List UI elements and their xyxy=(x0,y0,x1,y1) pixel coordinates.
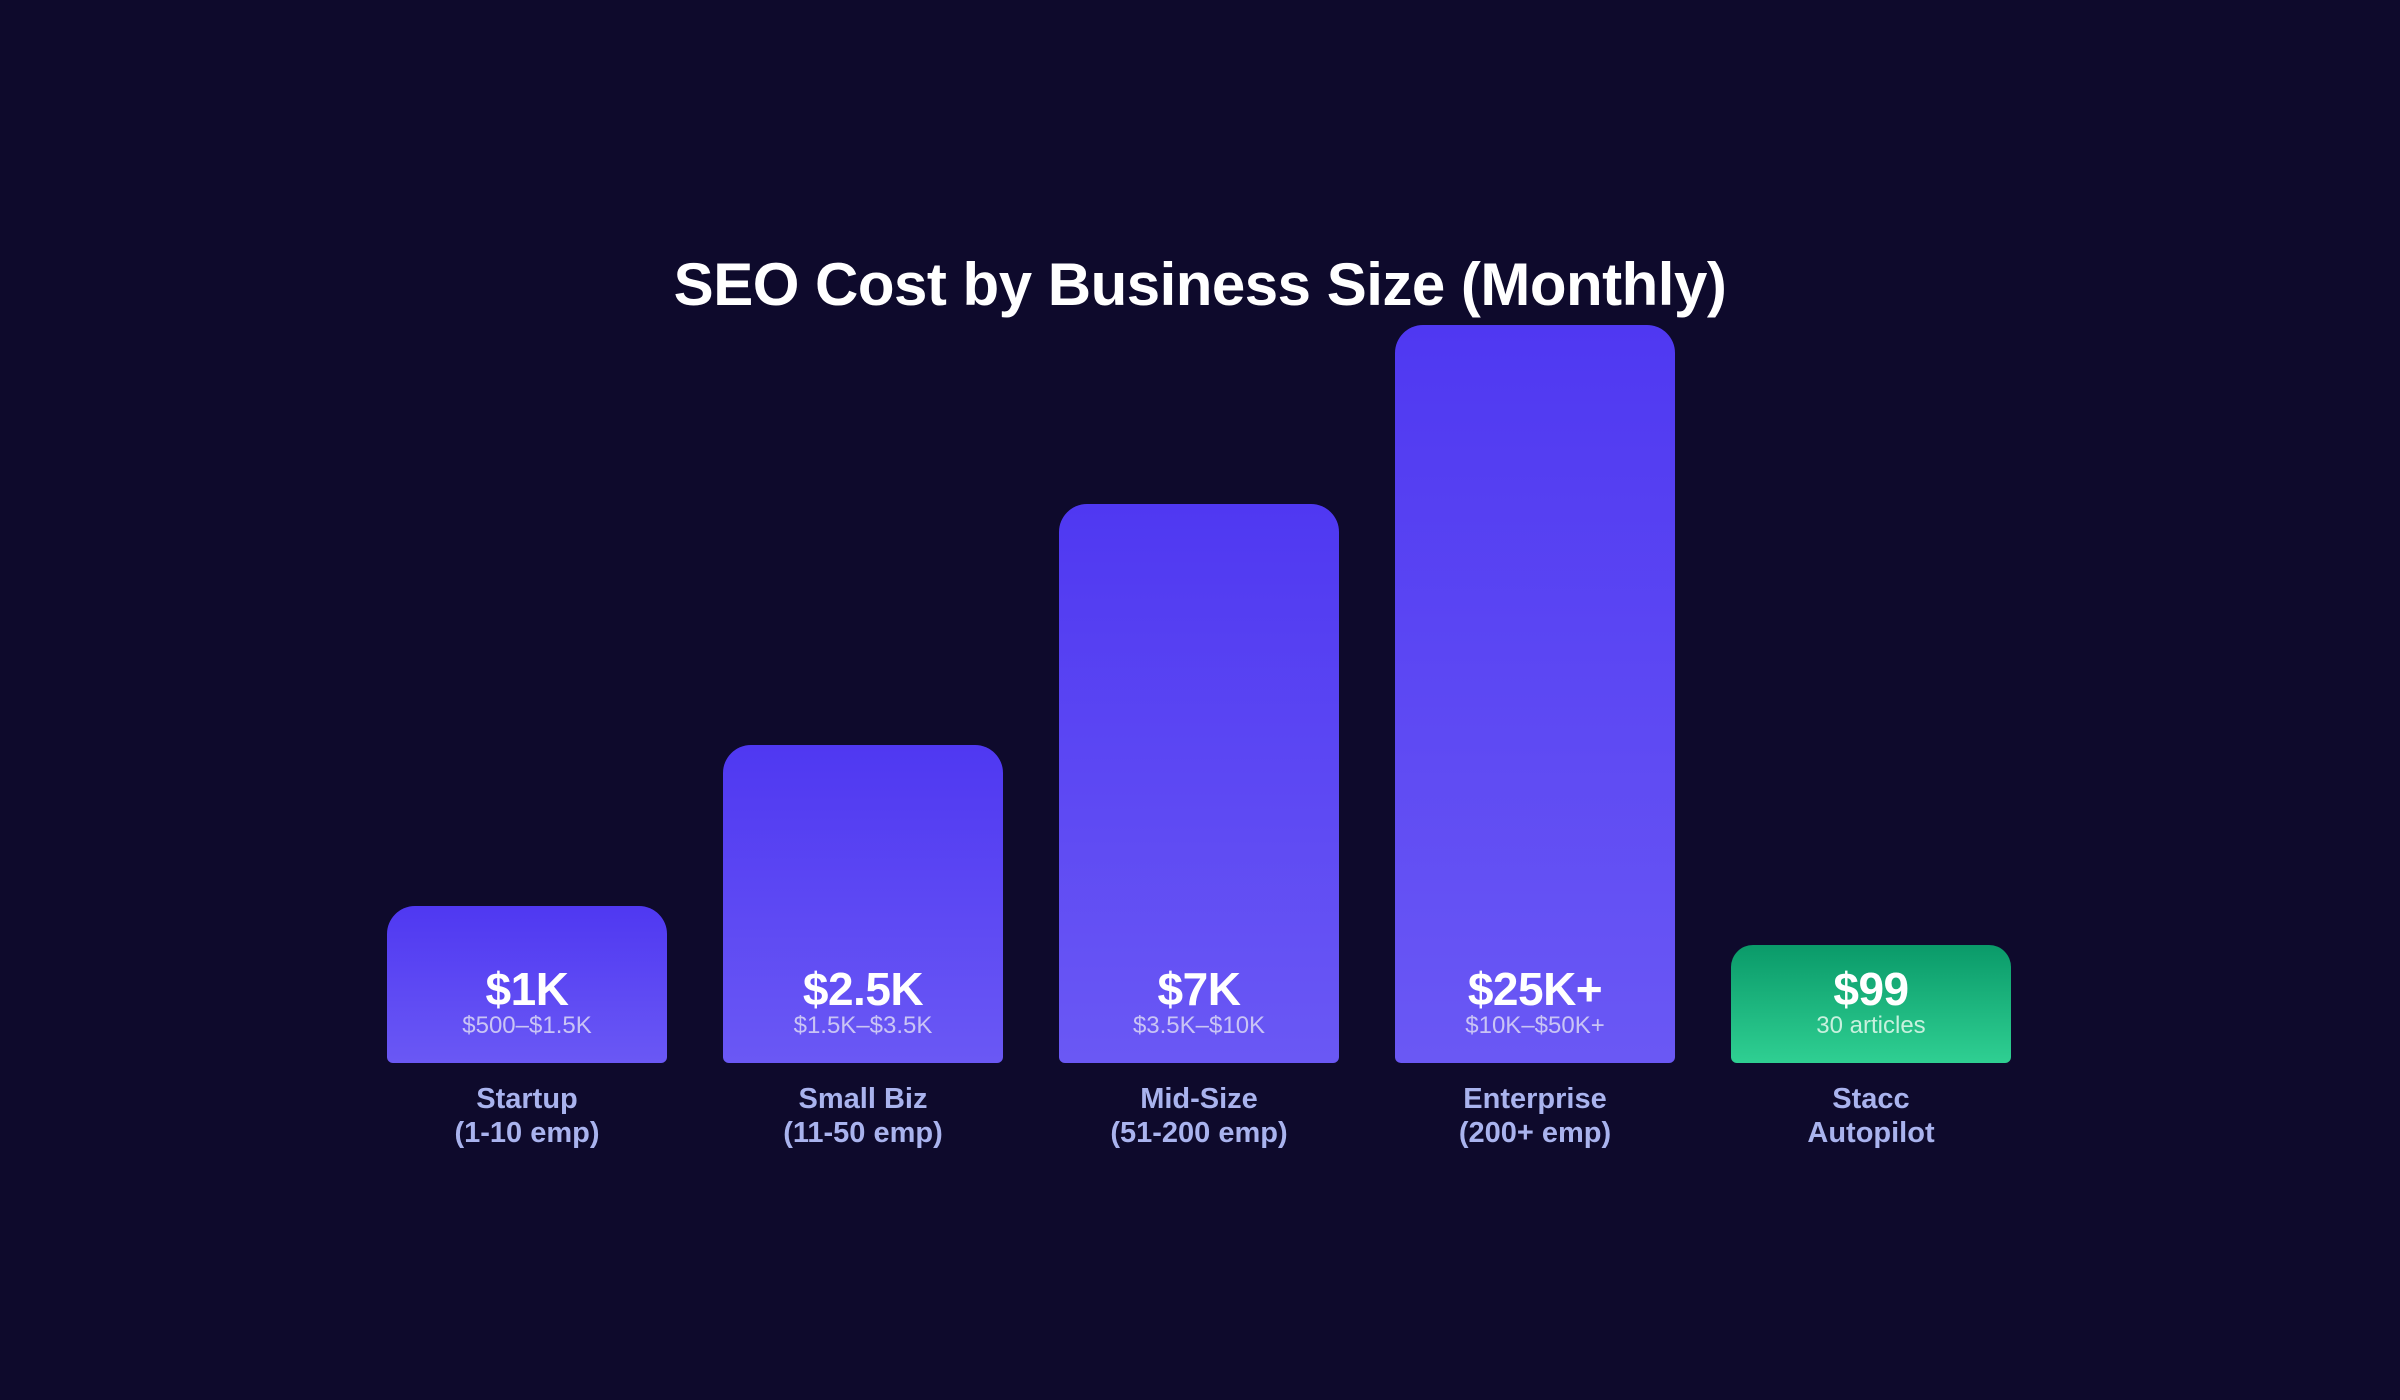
bar-range-label: $10K–$50K+ xyxy=(1465,1012,1605,1039)
category-label: Enterprise (200+ emp) xyxy=(1365,1082,1705,1150)
bar-value-label: $7K xyxy=(1157,963,1241,1015)
bar-range-label: $3.5K–$10K xyxy=(1132,1012,1266,1039)
category-label: Stacc Autopilot xyxy=(1701,1082,2041,1150)
bar: $99 30 articles xyxy=(1731,945,2011,1063)
category-label-line1: Mid-Size xyxy=(1140,1083,1258,1115)
category-label-line2: Autopilot xyxy=(1807,1117,1935,1149)
category-label-line1: Small Biz xyxy=(798,1083,928,1115)
bar: $2.5K $1.5K–$3.5K xyxy=(723,745,1003,1063)
bar-value-label: $1K xyxy=(485,963,569,1015)
bar-value-label: $99 xyxy=(1833,963,1909,1015)
category-label: Small Biz (11-50 emp) xyxy=(693,1082,1033,1150)
category-label: Startup (1-10 emp) xyxy=(357,1082,697,1150)
category-label-line2: (51-200 emp) xyxy=(1110,1117,1288,1149)
bar: $7K $3.5K–$10K xyxy=(1059,504,1339,1063)
bar: $25K+ $10K–$50K+ xyxy=(1395,325,1675,1063)
category-label-line1: Stacc xyxy=(1832,1083,1910,1115)
bar-range-label: $1.5K–$3.5K xyxy=(793,1012,933,1039)
category-label-line2: (1-10 emp) xyxy=(454,1117,600,1149)
bar: $1K $500–$1.5K xyxy=(387,906,667,1063)
category-label: Mid-Size (51-200 emp) xyxy=(1029,1082,1369,1150)
bar-range-label: 30 articles xyxy=(1816,1012,1926,1039)
category-label-line2: (200+ emp) xyxy=(1458,1117,1612,1149)
category-label-line1: Startup xyxy=(476,1083,578,1115)
category-label-line2: (11-50 emp) xyxy=(783,1117,943,1149)
bar-value-label: $2.5K xyxy=(802,963,924,1015)
bar-range-label: $500–$1.5K xyxy=(462,1012,592,1039)
bar-value-label: $25K+ xyxy=(1467,963,1603,1015)
category-label-line1: Enterprise xyxy=(1463,1083,1607,1115)
chart-title: SEO Cost by Business Size (Monthly) xyxy=(673,251,1727,318)
